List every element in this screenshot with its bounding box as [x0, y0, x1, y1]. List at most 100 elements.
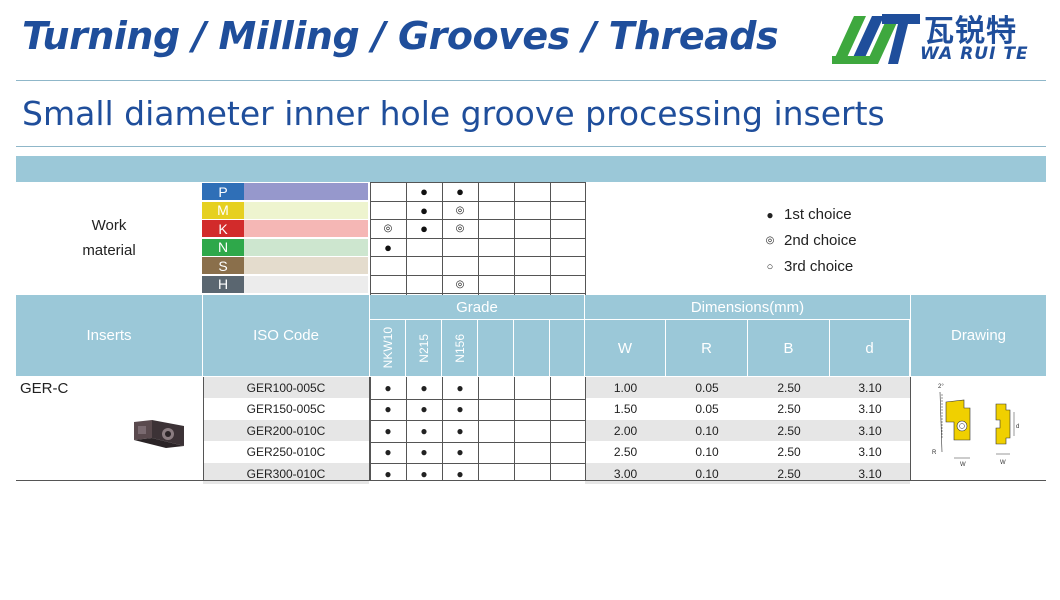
- section-divider: [16, 146, 1046, 147]
- grid-line: [514, 377, 515, 480]
- dimension-column-header: d: [830, 320, 909, 376]
- material-color-bar: [244, 238, 368, 256]
- work-material-label-line1: Work: [91, 217, 127, 234]
- header-drawing: Drawing: [911, 295, 1046, 376]
- grid-line: [585, 377, 586, 480]
- grade-availability-cell: ●: [420, 423, 428, 438]
- grade-availability-cell: [478, 420, 514, 441]
- insert-series-label: GER-C: [20, 380, 69, 397]
- grid-line: [370, 256, 585, 257]
- dimension-cell-r: 0.10: [695, 445, 719, 459]
- grade-availability-cell: ●: [456, 423, 464, 438]
- material-code: P: [202, 183, 244, 200]
- dimension-cell-d: 3.10: [858, 402, 882, 416]
- legend-label: 3rd choice: [784, 258, 854, 275]
- drawing-angle-label: 2°: [938, 384, 944, 390]
- drawing-w2-label: W: [1000, 460, 1006, 466]
- grid-line: [370, 182, 371, 295]
- grade-availability-cell: [550, 420, 585, 441]
- material-color-bar: [244, 220, 368, 237]
- dimension-cell-w: 1.50: [613, 402, 638, 416]
- dimension-column-header: W: [585, 320, 665, 376]
- grade-availability-cell: ●: [420, 445, 428, 459]
- grade-availability-cell: ●: [384, 445, 392, 459]
- grade-availability-cell: [478, 399, 514, 420]
- dimension-column-header: B: [748, 320, 829, 376]
- grade-availability-cell: ●: [420, 402, 428, 416]
- material-row: K: [202, 220, 368, 237]
- dimension-cell-d: 3.10: [858, 445, 882, 459]
- grade-availability-cell: [478, 442, 514, 463]
- material-row: S: [202, 257, 368, 274]
- header-divider: [16, 80, 1046, 81]
- dimension-cell-w: 2.50: [613, 445, 638, 459]
- material-code: M: [202, 201, 244, 219]
- page-header-title: Turning / Milling / Grooves / Threads: [22, 14, 779, 58]
- grid-line: [910, 377, 911, 480]
- grid-line: [370, 442, 585, 443]
- grade-availability-cell: ●: [384, 402, 392, 416]
- dimension-cell-d: 3.10: [830, 420, 910, 441]
- material-row: M: [202, 201, 368, 219]
- header-dimensions: Dimensions(mm): [585, 295, 910, 319]
- grade-choice-mark: ●: [420, 221, 428, 236]
- dimension-cell-r: 0.05: [666, 377, 748, 398]
- grade-availability-cell: ●: [456, 402, 464, 416]
- grade-availability-cell: [514, 442, 550, 463]
- legend-item-2nd: ◎ 2nd choice: [764, 228, 857, 254]
- legend-label: 1st choice: [784, 206, 852, 223]
- drawing-r-label: R: [932, 450, 937, 456]
- grid-line: [514, 182, 515, 295]
- grade-name: N156: [452, 333, 467, 363]
- grade-availability-cell: ●: [384, 380, 392, 395]
- grid-line: [550, 377, 551, 480]
- grade-column-header: [550, 320, 584, 376]
- legend-symbol: ●: [766, 208, 774, 222]
- header-inserts: Inserts: [16, 295, 202, 376]
- grid-line: [550, 182, 551, 295]
- dimension-cell-d: 3.10: [830, 377, 910, 398]
- grade-availability-cell: [514, 420, 550, 441]
- grade-choice-mark: ●: [456, 184, 464, 199]
- grade-availability-cell: ●: [384, 423, 392, 438]
- grade-column-header: N215: [406, 320, 441, 376]
- grid-line: [406, 377, 407, 480]
- legend-item-3rd: ○ 3rd choice: [764, 254, 857, 280]
- grid-line: [442, 377, 443, 480]
- choice-legend: ● 1st choice ◎ 2nd choice ○ 3rd choice: [764, 202, 857, 280]
- header-iso-code: ISO Code: [203, 295, 369, 376]
- grade-availability-cell: ●: [456, 445, 464, 459]
- grade-availability-cell: [550, 377, 585, 398]
- dimension-column-header: R: [666, 320, 747, 376]
- grid-line: [585, 182, 586, 295]
- legend-item-1st: ● 1st choice: [764, 202, 857, 228]
- grid-line: [370, 463, 585, 464]
- grade-choice-mark: ●: [420, 184, 428, 199]
- material-color-bar: [244, 201, 368, 219]
- material-row: N: [202, 238, 368, 256]
- insert-technical-drawing: 2° R W d W: [932, 384, 1019, 468]
- grade-availability-cell: [550, 399, 585, 420]
- grid-line: [203, 377, 204, 480]
- grade-availability-cell: ●: [420, 380, 428, 395]
- dimension-cell-w: 1.00: [585, 377, 666, 398]
- work-material-label-line2: material: [82, 242, 136, 259]
- grade-availability-cell: [478, 377, 514, 398]
- dimension-cell-w: 2.00: [585, 420, 666, 441]
- logo-english-text: WA RUI TE: [920, 44, 1029, 64]
- grade-availability-cell: ●: [420, 466, 428, 481]
- material-color-bar: [244, 257, 368, 274]
- dimension-cell-r: 0.10: [666, 463, 748, 484]
- grid-line: [370, 238, 585, 239]
- material-color-bar: [244, 183, 368, 200]
- grid-line: [370, 219, 585, 220]
- grade-name: NKW10: [380, 327, 395, 369]
- iso-code-cell: GER300-010C: [203, 463, 369, 484]
- material-code: H: [202, 275, 244, 293]
- grid-line: [406, 182, 407, 295]
- dimension-cell-b: 2.50: [748, 377, 830, 398]
- material-code: S: [202, 257, 244, 274]
- header-grade: Grade: [370, 295, 584, 319]
- grade-column-header: NKW10: [370, 320, 405, 376]
- logo-mark-icon: [832, 14, 920, 64]
